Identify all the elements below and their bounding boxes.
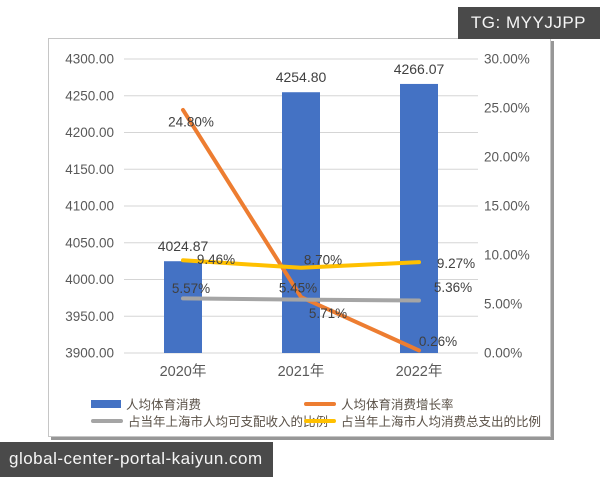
combo-chart: 4300.00 4250.00 4200.00 4150.00 4100.00 4050.… (65, 52, 530, 380)
right-axis-tick: 0.00% (484, 346, 522, 361)
line-label-s2: 9.27% (437, 256, 475, 271)
left-axis-tick: 3950.00 (65, 309, 114, 324)
line-label-s2: 9.46% (197, 252, 235, 267)
left-axis-tick: 4250.00 (65, 88, 114, 103)
bar-2020年 (164, 261, 202, 353)
left-axis-tick: 4200.00 (65, 125, 114, 140)
bar-label: 4024.87 (158, 238, 209, 254)
line-series-1 (181, 296, 421, 303)
category-label: 2020年 (160, 363, 207, 380)
right-axis-tick: 25.00% (484, 101, 530, 116)
line-label-s2: 8.70% (304, 252, 342, 267)
tg-watermark-badge: TG: MYYJJPP (457, 7, 600, 39)
left-axis-tick: 4150.00 (65, 162, 114, 177)
line-label-s0: 24.80% (168, 115, 214, 130)
line-label-s1: 5.57% (172, 281, 210, 296)
line-label-s0: 5.71% (309, 306, 347, 321)
line-label-s1: 5.36% (434, 280, 472, 295)
left-axis-tick: 4300.00 (65, 52, 114, 67)
right-axis-tick: 30.00% (484, 52, 530, 67)
left-axis-tick: 4100.00 (65, 199, 114, 214)
line-series-0 (181, 107, 421, 353)
left-axis-tick: 4050.00 (65, 235, 114, 250)
right-axis-tick: 10.00% (484, 248, 530, 263)
line-label-s0: 0.26% (419, 334, 457, 349)
right-axis-tick: 20.00% (484, 150, 530, 165)
left-axis-tick: 4000.00 (65, 272, 114, 287)
right-axis-tick: 5.00% (484, 297, 522, 312)
bar-label: 4266.07 (394, 61, 445, 77)
line-series-2 (181, 258, 421, 270)
site-watermark-badge: global-center-portal-kaiyun.com (0, 442, 273, 477)
right-axis-tick: 15.00% (484, 199, 530, 214)
bar-2021年 (282, 92, 320, 354)
chart-card: 4300.00 4250.00 4200.00 4150.00 4100.00 4050.… (48, 38, 551, 437)
bar-label: 4254.80 (276, 69, 327, 85)
category-label: 2021年 (278, 363, 325, 380)
line-label-s1: 5.45% (279, 280, 317, 295)
bar-2022年 (400, 83, 438, 354)
left-axis-tick: 3900.00 (65, 346, 114, 361)
category-label: 2022年 (396, 363, 443, 380)
